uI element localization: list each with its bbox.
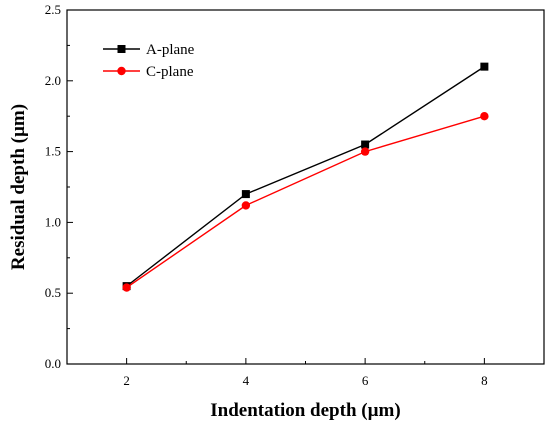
y-tick-label: 0.0 — [45, 356, 61, 371]
series-line — [126, 115, 485, 289]
data-point — [241, 201, 251, 210]
data-point — [480, 112, 489, 121]
x-axis-title: Indentation depth (µm) — [210, 400, 400, 421]
series-a-plane — [122, 62, 489, 291]
data-point — [480, 62, 489, 71]
legend: A-plane C-plane — [103, 42, 195, 80]
legend-marker — [117, 45, 126, 53]
data-point — [361, 140, 370, 149]
y-tick-label: 0.5 — [45, 285, 61, 300]
data-point — [122, 283, 131, 292]
series-line — [126, 66, 485, 287]
y-tick-label: 2.0 — [45, 73, 61, 88]
series-c-plane — [122, 112, 489, 292]
x-tick-label: 8 — [481, 373, 488, 388]
plot-frame — [66, 9, 545, 365]
x-tick-label: 2 — [123, 373, 130, 388]
y-tick-label: 1.5 — [45, 144, 61, 159]
y-tick-label: 1.0 — [45, 214, 61, 229]
plot-area — [66, 9, 545, 365]
legend-marker — [117, 66, 126, 76]
legend-item: C-plane — [103, 64, 194, 80]
legend-item: A-plane — [103, 42, 195, 58]
legend-label: A-plane — [146, 42, 195, 58]
data-point — [360, 147, 370, 156]
x-tick-label: 6 — [362, 373, 369, 388]
x-tick-label: 4 — [243, 373, 250, 388]
series-layer — [122, 62, 489, 292]
data-point — [241, 190, 250, 199]
y-axis-title: Residual depth (µm) — [8, 104, 29, 270]
y-tick-label: 2.5 — [45, 2, 61, 17]
axis-ticks: 0.0 0.5 1.0 1.5 2.0 2.5 2 4 6 8 — [45, 2, 545, 388]
legend-label: C-plane — [146, 64, 194, 80]
